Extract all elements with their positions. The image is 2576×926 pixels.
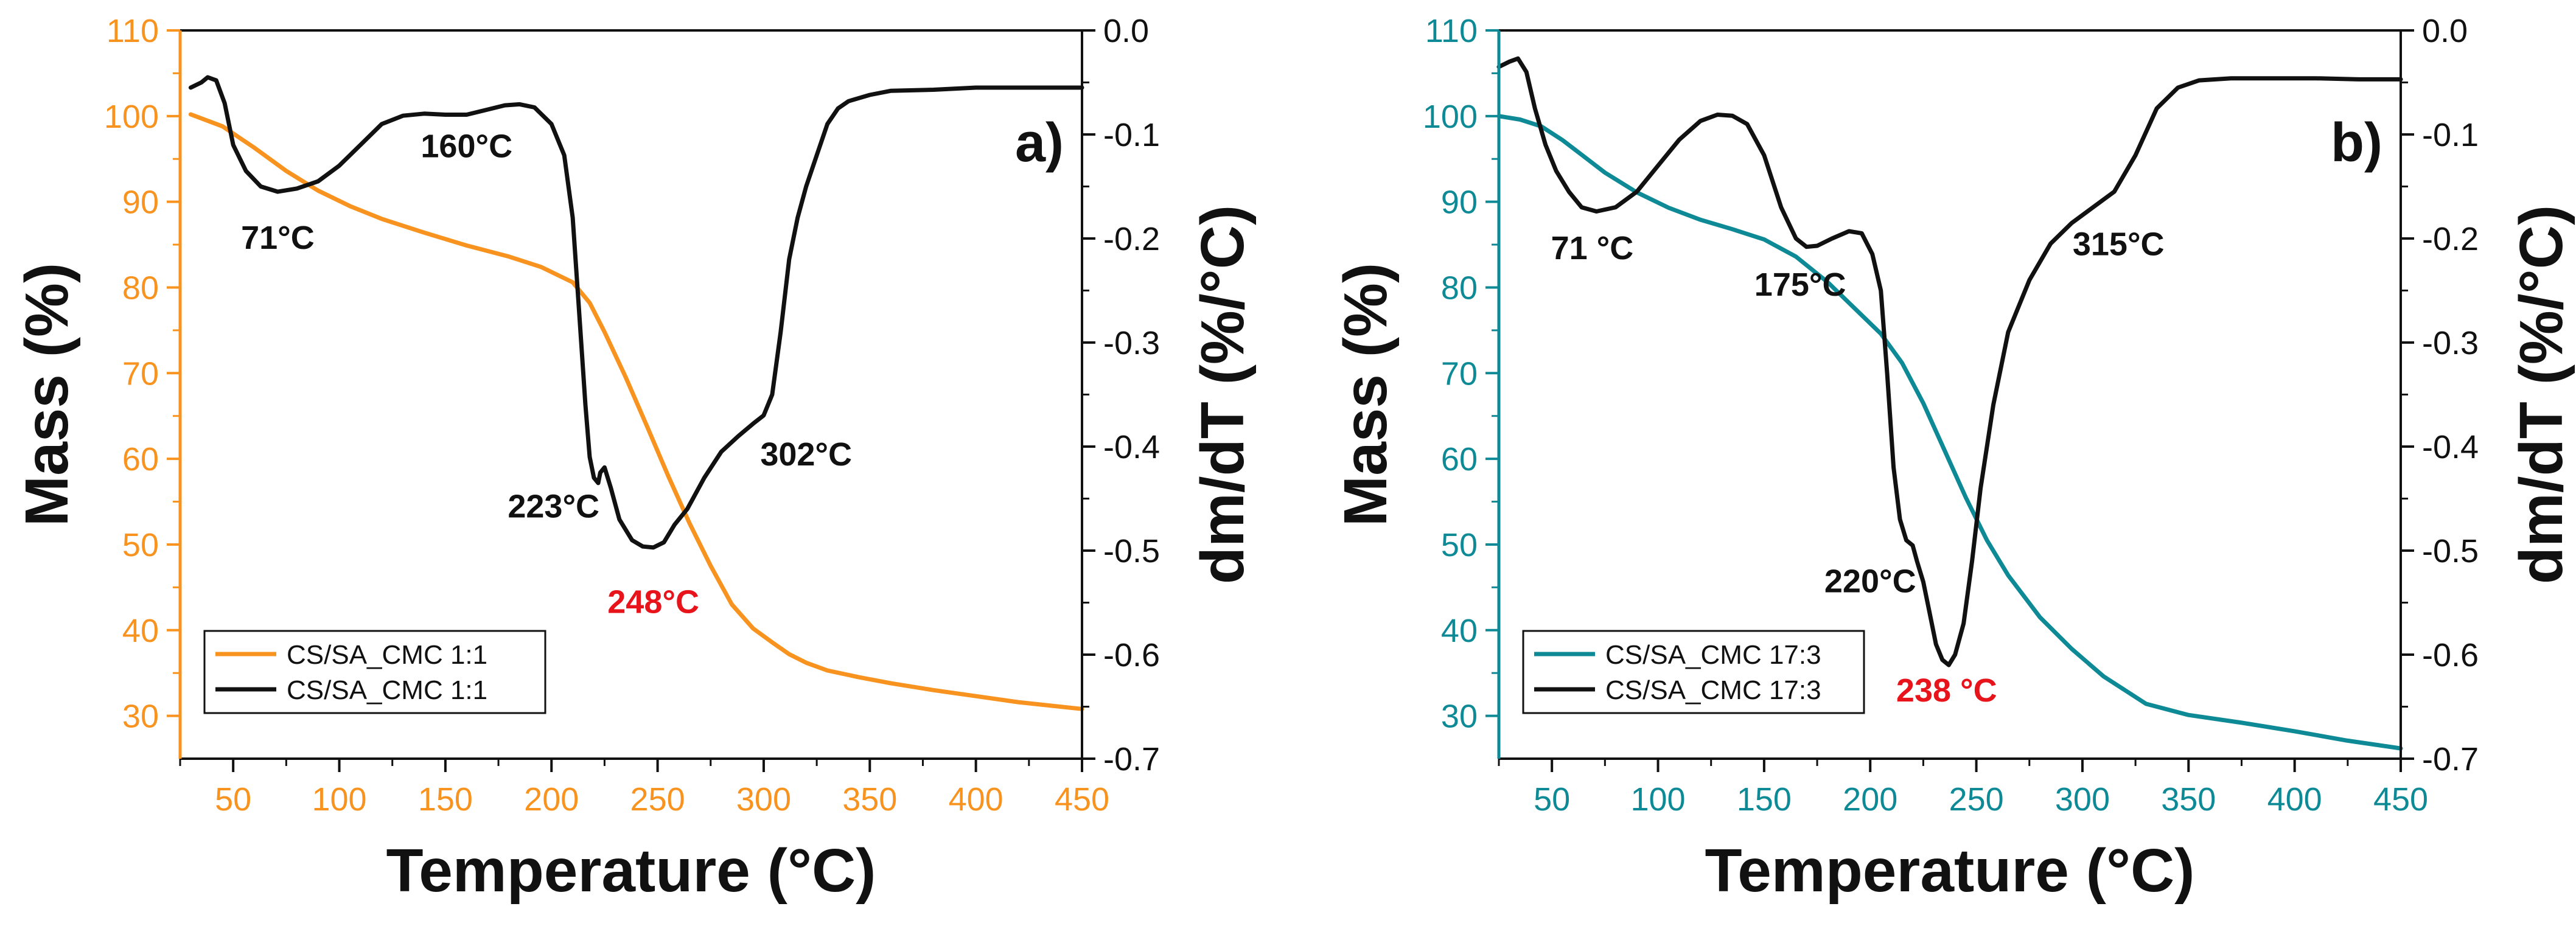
x-tick-label: 200 (1843, 781, 1897, 818)
series-line-mass (1496, 114, 2403, 751)
legend-entry: CS/SA_CMC 17:3 (1605, 675, 1821, 705)
y-right-tick-label: -0.5 (1103, 533, 1160, 569)
x-tick-label: 300 (2055, 781, 2110, 818)
y-left-tick-label: 90 (1441, 184, 1478, 221)
y-left-tick-label: 30 (122, 698, 159, 735)
legend-entry: CS/SA_CMC 1:1 (287, 640, 487, 670)
legend-box (203, 630, 546, 714)
y-left-tick-label: 90 (122, 184, 159, 221)
x-tick-label: 400 (949, 781, 1004, 818)
y-left-tick-label: 80 (1441, 270, 1478, 306)
x-tick-label: 300 (736, 781, 791, 818)
y-left-axis-title: Mass (%) (1332, 263, 1400, 526)
peak-annotation: 302°C (760, 436, 852, 473)
y-left-tick-label: 40 (122, 613, 159, 649)
y-right-tick-label: 0.0 (2422, 13, 2468, 49)
series-line-dmdt (1496, 56, 2403, 667)
peak-annotation: 160°C (421, 128, 512, 165)
peak-annotation: 71°C (241, 220, 315, 256)
x-axis-title: Temperature (°C) (1705, 837, 2195, 905)
x-tick-label: 50 (1534, 781, 1570, 818)
y-left-axis-title: Mass (%) (13, 263, 81, 526)
panel-label: a) (1015, 113, 1064, 173)
y-left-tick-label: 110 (1425, 13, 1478, 49)
y-right-tick-label: -0.6 (2422, 637, 2479, 674)
legend-entry: CS/SA_CMC 17:3 (1605, 640, 1821, 670)
y-right-tick-label: -0.4 (1103, 429, 1160, 465)
y-left-tick-label: 70 (1441, 355, 1478, 392)
x-tick-label: 50 (215, 781, 251, 818)
y-left-tick-label: 60 (1441, 441, 1478, 478)
y-left-tick-label: 100 (104, 99, 159, 135)
y-left-tick-label: 60 (122, 441, 159, 478)
series-line-dmdt (188, 75, 1084, 550)
peak-annotation: 238 °C (1896, 672, 1997, 709)
x-tick-label: 350 (2161, 781, 2216, 818)
x-tick-label: 450 (2373, 781, 2428, 818)
x-tick-label: 350 (842, 781, 897, 818)
series-line-mass (188, 112, 1084, 711)
y-right-tick-label: -0.3 (2422, 325, 2479, 361)
y-right-tick-label: -0.6 (1103, 637, 1160, 674)
y-right-axis-title: dm/dT (%/°C) (2507, 205, 2575, 584)
y-right-tick-label: -0.7 (1103, 741, 1160, 778)
panel-a: 50 100 150 200 250 300 350 400 450 30 40 50 60 70 80 90… (13, 13, 1257, 905)
y-right-tick-label: -0.3 (1103, 325, 1160, 361)
y-left-tick-label: 30 (1441, 698, 1478, 735)
y-right-tick-label: -0.7 (2422, 741, 2479, 778)
x-axis-title: Temperature (°C) (386, 837, 876, 905)
y-left-tick-label: 70 (122, 355, 159, 392)
x-tick-label: 100 (312, 781, 366, 818)
y-left-tick-label: 50 (122, 527, 159, 563)
x-tick-label: 250 (1949, 781, 2004, 818)
y-left-tick-label: 80 (122, 270, 159, 306)
x-tick-label: 250 (630, 781, 685, 818)
peak-annotation: 175°C (1754, 266, 1846, 303)
peak-annotation: 248°C (607, 584, 699, 621)
y-right-axis-title: dm/dT (%/°C) (1189, 205, 1257, 584)
y-right-tick-label: -0.1 (1103, 117, 1160, 153)
y-left-tick-label: 40 (1441, 613, 1478, 649)
peak-annotation: 71 °C (1551, 230, 1634, 266)
y-right-tick-label: -0.4 (2422, 429, 2479, 465)
y-left-tick-label: 100 (1423, 99, 1478, 135)
panel-label: b) (2331, 113, 2382, 173)
y-left-tick-label: 110 (106, 13, 159, 49)
y-right-tick-label: -0.2 (2422, 221, 2479, 257)
x-tick-label: 100 (1630, 781, 1685, 818)
x-tick-label: 150 (1737, 781, 1792, 818)
legend-box (1522, 630, 1865, 714)
panel-b: 50 100 150 200 250 300 350 400 450 30 40 50 60 70 80 90… (1332, 13, 2575, 905)
x-tick-label: 400 (2267, 781, 2322, 818)
x-tick-label: 450 (1055, 781, 1109, 818)
legend-entry: CS/SA_CMC 1:1 (287, 675, 487, 705)
x-tick-label: 200 (524, 781, 579, 818)
peak-annotation: 223°C (508, 488, 599, 524)
y-right-tick-label: 0.0 (1103, 13, 1149, 49)
y-right-tick-label: -0.5 (2422, 533, 2479, 569)
peak-annotation: 220°C (1824, 563, 1916, 599)
y-right-tick-label: -0.1 (2422, 117, 2479, 153)
x-tick-label: 150 (418, 781, 473, 818)
y-right-tick-label: -0.2 (1103, 221, 1160, 257)
y-left-tick-label: 50 (1441, 527, 1478, 563)
peak-annotation: 315°C (2073, 226, 2165, 262)
